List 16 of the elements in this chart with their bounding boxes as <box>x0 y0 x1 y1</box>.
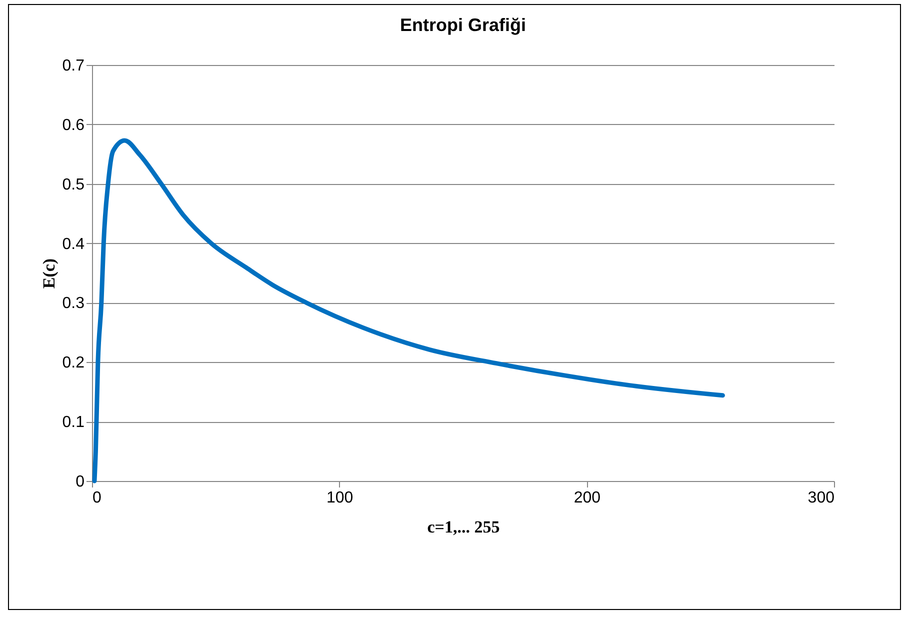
x-axis-title: c=1,... 255 <box>427 518 500 536</box>
y-tick-label: 0.6 <box>62 116 85 134</box>
x-tick-label: 200 <box>574 490 601 506</box>
y-tick-label: 0.4 <box>62 236 85 253</box>
line-series <box>92 138 725 484</box>
x-tick-label: 0 <box>92 490 102 506</box>
y-tick-label: 0.2 <box>62 354 85 372</box>
x-tick-label: 300 <box>808 490 835 506</box>
y-tick-label: 0.5 <box>62 176 85 194</box>
y-tick-label: 0 <box>76 474 85 490</box>
y-axis-title: E(c) <box>39 258 58 289</box>
y-tick-label: 0.7 <box>62 58 85 74</box>
y-tick-label: 0.3 <box>62 295 85 312</box>
x-tick-label: 100 <box>326 490 354 506</box>
y-tick-label: 0.1 <box>62 414 85 432</box>
chart-title: Entropi Grafiği <box>400 15 526 35</box>
